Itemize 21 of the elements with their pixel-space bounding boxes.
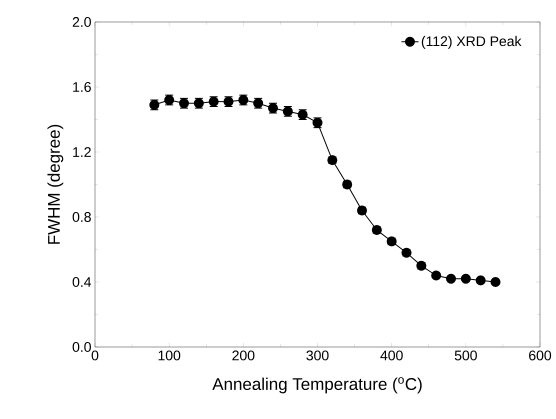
- y-axis-title: FWHM (degree): [47, 124, 64, 244]
- x-tick-label: 400: [380, 350, 403, 360]
- point: [476, 275, 486, 286]
- point: [446, 274, 456, 284]
- y-tick-label: 0.8: [72, 212, 91, 222]
- y-tick-label: 2.0: [72, 17, 91, 27]
- y-tick-label: 1.6: [73, 82, 91, 92]
- y-tick-label: 1.2: [73, 147, 91, 157]
- point: [460, 274, 471, 284]
- x-tick-label: 600: [529, 350, 552, 360]
- y-tick-label: 0.0: [72, 342, 91, 352]
- point: [431, 270, 442, 280]
- x-tick-label: 300: [306, 350, 329, 360]
- point: [490, 277, 501, 287]
- x-axis-title: Annealing Temperature ($^{o}$C): [212, 377, 422, 394]
- x-tick-label: 0: [92, 350, 98, 360]
- x-tick-label: 100: [158, 350, 180, 360]
- x-tick-label: 500: [454, 350, 477, 360]
- legend-label: (112) XRD Peak: [422, 36, 522, 49]
- y-tick-label: 0.4: [72, 277, 92, 287]
- x-tick-label: 200: [232, 350, 254, 360]
